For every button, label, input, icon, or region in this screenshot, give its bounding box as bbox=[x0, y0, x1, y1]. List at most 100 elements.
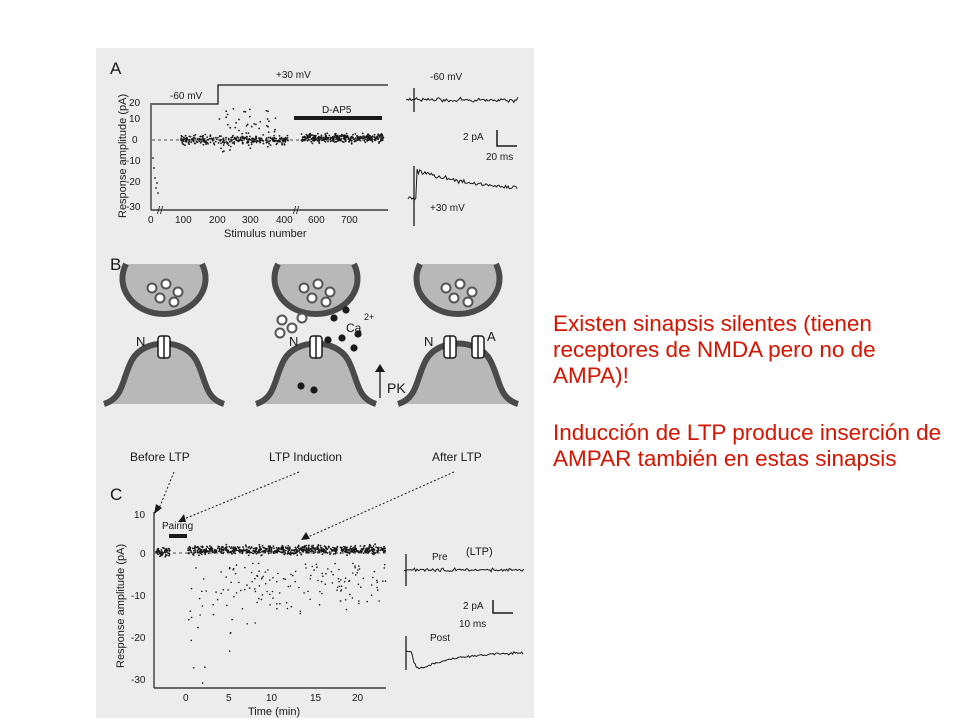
data-point bbox=[220, 592, 222, 595]
data-point bbox=[225, 136, 228, 139]
data-point bbox=[307, 135, 310, 138]
data-point bbox=[336, 140, 339, 142]
data-point bbox=[376, 550, 379, 553]
data-point bbox=[275, 580, 278, 583]
data-point bbox=[273, 139, 275, 142]
data-point bbox=[231, 553, 233, 555]
data-point bbox=[376, 581, 379, 583]
data-point bbox=[267, 110, 269, 113]
data-point bbox=[352, 562, 354, 565]
data-point bbox=[208, 137, 211, 140]
data-point bbox=[306, 548, 308, 551]
data-point bbox=[271, 546, 273, 549]
data-point bbox=[333, 135, 336, 138]
vesicle bbox=[306, 292, 318, 304]
data-point bbox=[345, 608, 348, 611]
data-point bbox=[200, 549, 202, 552]
data-point bbox=[329, 140, 332, 143]
data-point bbox=[334, 552, 337, 555]
data-point bbox=[371, 584, 373, 586]
data-point bbox=[244, 549, 247, 552]
data-point bbox=[265, 141, 268, 144]
data-point bbox=[199, 135, 202, 138]
data-point bbox=[276, 142, 278, 145]
panel-a-ylabel: Response amplitude (pA) bbox=[117, 94, 129, 218]
data-point bbox=[206, 550, 208, 553]
data-point bbox=[350, 545, 352, 548]
data-point bbox=[311, 565, 314, 568]
data-point bbox=[205, 143, 207, 145]
data-point bbox=[193, 551, 196, 554]
data-point bbox=[256, 601, 258, 604]
data-point bbox=[166, 551, 168, 554]
data-point bbox=[230, 136, 233, 139]
data-point bbox=[353, 549, 355, 551]
data-point bbox=[371, 138, 374, 141]
data-point bbox=[286, 607, 289, 610]
data-point bbox=[256, 575, 259, 578]
data-point bbox=[279, 140, 282, 143]
panel-b-caption-induction: LTP Induction bbox=[269, 450, 342, 464]
data-point bbox=[347, 138, 350, 141]
panel-c-xtick: 0 bbox=[183, 693, 189, 704]
data-point bbox=[168, 553, 171, 555]
data-point bbox=[316, 546, 319, 549]
data-point bbox=[155, 550, 157, 553]
data-point bbox=[275, 138, 277, 140]
data-point bbox=[314, 135, 317, 137]
data-point bbox=[369, 545, 372, 547]
data-point bbox=[217, 142, 220, 144]
data-point bbox=[335, 547, 338, 550]
data-point bbox=[325, 547, 327, 550]
data-point bbox=[252, 137, 255, 140]
data-point bbox=[314, 139, 317, 141]
data-point bbox=[254, 138, 256, 141]
data-point bbox=[374, 543, 376, 546]
data-point bbox=[339, 552, 342, 554]
data-point bbox=[357, 136, 359, 139]
data-point bbox=[188, 618, 190, 621]
data-point bbox=[317, 132, 319, 135]
data-point bbox=[286, 134, 289, 137]
data-point bbox=[267, 549, 270, 552]
data-point bbox=[332, 549, 335, 552]
data-point bbox=[361, 549, 364, 551]
data-point bbox=[340, 579, 342, 581]
data-point bbox=[352, 133, 354, 136]
data-point bbox=[254, 577, 256, 580]
data-point bbox=[220, 550, 223, 553]
panel-b-ca-label: Ca bbox=[346, 321, 362, 335]
data-point bbox=[354, 574, 357, 576]
data-point bbox=[318, 137, 321, 139]
data-point bbox=[350, 142, 353, 145]
data-point bbox=[318, 140, 320, 143]
data-point bbox=[284, 141, 287, 143]
panel-c-pairing-bar bbox=[169, 534, 187, 538]
data-point bbox=[218, 545, 221, 548]
data-point bbox=[322, 548, 325, 550]
data-point bbox=[236, 546, 239, 548]
panel-c-trace-pre bbox=[403, 566, 525, 573]
data-point bbox=[284, 546, 287, 549]
data-point bbox=[349, 137, 352, 140]
data-point bbox=[349, 593, 351, 596]
data-point bbox=[289, 585, 292, 587]
data-point bbox=[294, 570, 297, 573]
data-point bbox=[338, 580, 340, 583]
data-point bbox=[238, 129, 240, 132]
data-point bbox=[201, 546, 204, 549]
data-point bbox=[220, 552, 223, 554]
silent-synapses-statement: Existen sinapsis silentes (tienen recept… bbox=[553, 311, 876, 388]
data-point bbox=[310, 140, 313, 143]
data-point bbox=[311, 142, 314, 145]
data-point bbox=[186, 138, 189, 141]
data-point bbox=[297, 545, 300, 548]
data-point bbox=[264, 571, 267, 573]
panel-a-holding-step bbox=[152, 84, 388, 105]
data-point bbox=[304, 563, 307, 565]
vesicle bbox=[440, 282, 452, 294]
data-point bbox=[384, 580, 387, 582]
panel-c-trace-pre-label: Pre bbox=[432, 552, 448, 563]
data-point bbox=[210, 548, 212, 551]
data-point bbox=[255, 123, 257, 126]
